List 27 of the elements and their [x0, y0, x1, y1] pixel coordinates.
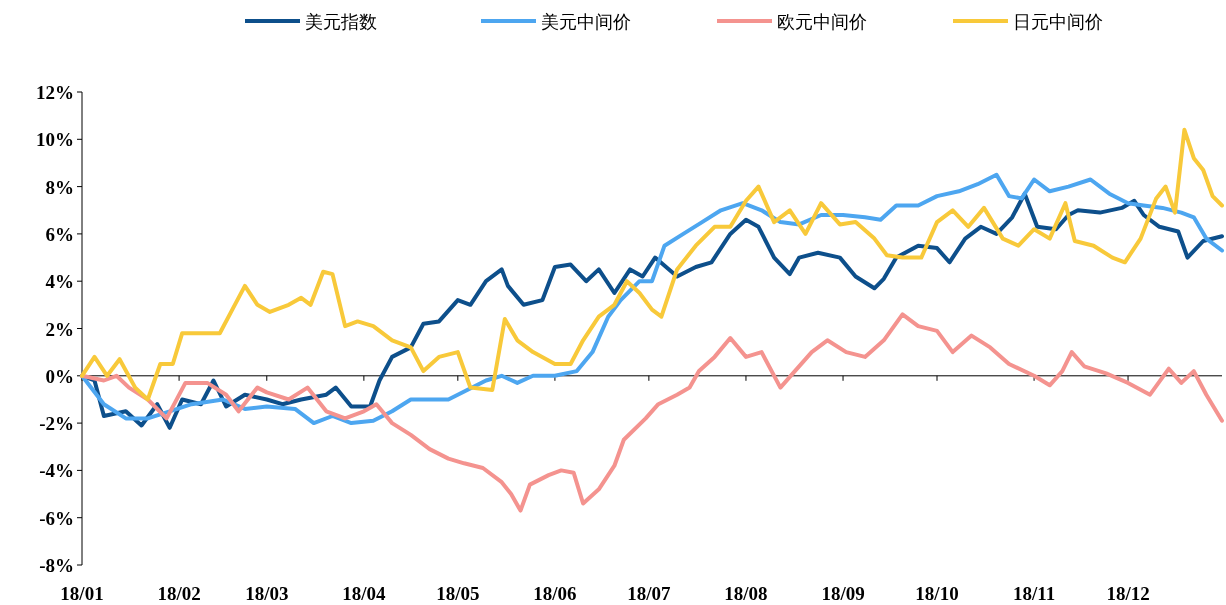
- x-tick-label: 18/06: [533, 583, 577, 604]
- x-tick-label: 18/08: [724, 583, 768, 604]
- x-tick-label: 18/11: [1012, 583, 1056, 604]
- y-tick-label: 2%: [45, 318, 74, 340]
- y-tick-label: -8%: [39, 555, 74, 576]
- y-tick-label: -4%: [39, 460, 74, 482]
- y-tick-label: 12%: [36, 82, 74, 103]
- x-tick-label: 18/12: [1106, 583, 1150, 604]
- y-tick-label: 10%: [36, 129, 74, 151]
- x-tick-label: 18/02: [157, 583, 201, 604]
- y-tick-label: 4%: [45, 271, 74, 293]
- y-tick-label: 8%: [45, 176, 74, 198]
- x-tick-label: 18/01: [60, 583, 104, 604]
- legend-label: 美元中间价: [541, 11, 631, 32]
- x-tick-label: 18/05: [436, 583, 480, 604]
- x-tick-label: 18/03: [245, 583, 289, 604]
- y-tick-label: -6%: [39, 507, 74, 529]
- legend-label: 美元指数: [305, 11, 377, 32]
- y-tick-label: 0%: [45, 365, 74, 387]
- legend-label: 日元中间价: [1013, 11, 1103, 32]
- x-tick-label: 18/09: [821, 583, 865, 604]
- y-tick-label: -2%: [39, 413, 74, 435]
- legend-label: 欧元中间价: [777, 11, 867, 32]
- x-tick-label: 18/10: [915, 583, 959, 604]
- y-tick-label: 6%: [45, 223, 74, 245]
- x-tick-label: 18/07: [627, 583, 672, 604]
- x-tick-label: 18/04: [342, 583, 387, 604]
